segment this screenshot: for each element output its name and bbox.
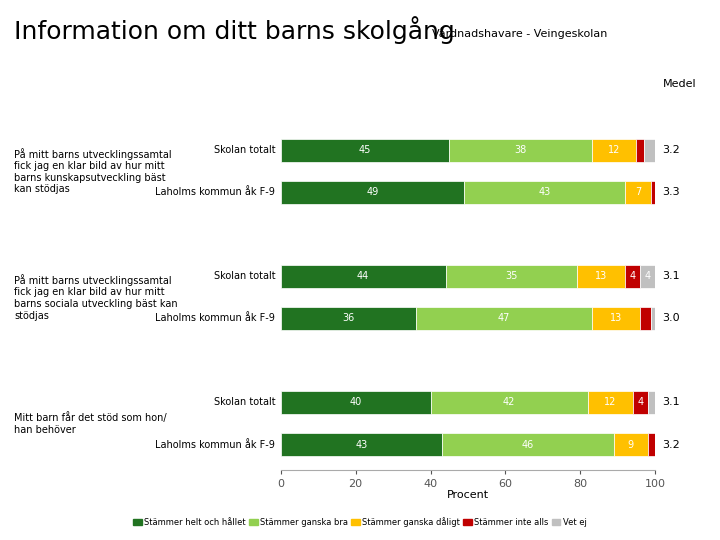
Text: 3.0: 3.0 bbox=[662, 313, 680, 323]
Text: Laholms kommun åk F-9: Laholms kommun åk F-9 bbox=[156, 187, 275, 197]
Text: 3.1: 3.1 bbox=[662, 397, 680, 408]
Text: 40: 40 bbox=[349, 397, 362, 408]
Text: På mitt barns utvecklingssamtal
fick jag en klar bild av hur mitt
barns sociala : På mitt barns utvecklingssamtal fick jag… bbox=[14, 274, 178, 321]
Text: På mitt barns utvecklingssamtal
fick jag en klar bild av hur mitt
barns kunskaps: På mitt barns utvecklingssamtal fick jag… bbox=[14, 148, 172, 194]
Bar bbox=[648, 391, 655, 414]
Text: 12: 12 bbox=[608, 145, 620, 155]
Bar bbox=[640, 307, 652, 330]
Text: 13: 13 bbox=[595, 271, 607, 281]
Text: 46: 46 bbox=[522, 440, 534, 450]
Bar bbox=[652, 307, 655, 330]
Bar bbox=[449, 138, 592, 161]
Text: 38: 38 bbox=[514, 145, 526, 155]
Bar bbox=[614, 433, 648, 456]
Bar bbox=[577, 265, 625, 288]
Text: Skolan totalt: Skolan totalt bbox=[214, 397, 275, 408]
Text: Laholms kommun åk F-9: Laholms kommun åk F-9 bbox=[156, 440, 275, 450]
Text: 44: 44 bbox=[357, 271, 369, 281]
X-axis label: Procent: Procent bbox=[447, 490, 489, 500]
Text: 3.2: 3.2 bbox=[662, 145, 680, 155]
Text: 45: 45 bbox=[359, 145, 372, 155]
Text: 35: 35 bbox=[505, 271, 517, 281]
Bar bbox=[281, 307, 415, 330]
Text: 3.1: 3.1 bbox=[662, 271, 680, 281]
Text: 43: 43 bbox=[355, 440, 367, 450]
Text: 3.2: 3.2 bbox=[662, 440, 680, 450]
Text: 4: 4 bbox=[637, 397, 643, 408]
Bar bbox=[648, 433, 655, 456]
Text: 42: 42 bbox=[503, 397, 516, 408]
Bar bbox=[633, 391, 648, 414]
Bar bbox=[625, 265, 640, 288]
Text: Information om ditt barns skolgång: Information om ditt barns skolgång bbox=[14, 16, 455, 44]
Bar bbox=[644, 138, 655, 161]
Bar bbox=[281, 138, 449, 161]
Bar bbox=[464, 180, 625, 204]
Text: Medel: Medel bbox=[662, 79, 696, 89]
Text: 7: 7 bbox=[635, 187, 642, 197]
Bar bbox=[625, 180, 652, 204]
Text: 49: 49 bbox=[366, 187, 379, 197]
Text: 9: 9 bbox=[628, 440, 634, 450]
Bar bbox=[281, 265, 446, 288]
Text: Vårdnadshavare - Veingeskolan: Vårdnadshavare - Veingeskolan bbox=[432, 27, 608, 39]
Bar bbox=[281, 433, 442, 456]
Bar bbox=[415, 307, 592, 330]
Text: 4: 4 bbox=[644, 271, 651, 281]
Bar bbox=[281, 180, 464, 204]
Bar bbox=[636, 138, 644, 161]
Bar bbox=[281, 391, 431, 414]
Bar bbox=[446, 265, 577, 288]
Bar bbox=[592, 307, 640, 330]
Legend: Stämmer helt och hållet, Stämmer ganska bra, Stämmer ganska dåligt, Stämmer inte: Stämmer helt och hållet, Stämmer ganska … bbox=[130, 514, 590, 530]
Bar bbox=[431, 391, 588, 414]
Text: 3.3: 3.3 bbox=[662, 187, 680, 197]
Text: Skolan totalt: Skolan totalt bbox=[214, 271, 275, 281]
Bar bbox=[588, 391, 633, 414]
Text: Skolan totalt: Skolan totalt bbox=[214, 145, 275, 155]
Text: 36: 36 bbox=[342, 313, 354, 323]
Text: 43: 43 bbox=[539, 187, 551, 197]
Text: Mitt barn får det stöd som hon/
han behöver: Mitt barn får det stöd som hon/ han behö… bbox=[14, 412, 167, 435]
Text: 13: 13 bbox=[610, 313, 622, 323]
Text: 47: 47 bbox=[498, 313, 510, 323]
Text: Laholms kommun åk F-9: Laholms kommun åk F-9 bbox=[156, 313, 275, 323]
Bar bbox=[592, 138, 636, 161]
Text: 4: 4 bbox=[630, 271, 636, 281]
Text: 12: 12 bbox=[604, 397, 616, 408]
Bar bbox=[640, 265, 655, 288]
Bar bbox=[652, 180, 655, 204]
Bar bbox=[442, 433, 614, 456]
